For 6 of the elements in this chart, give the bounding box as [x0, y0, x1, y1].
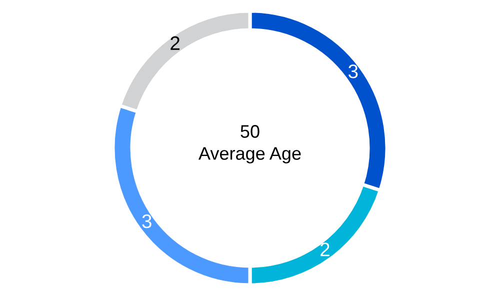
text: 50 [240, 125, 260, 138]
data-label: 3 [142, 214, 152, 228]
data-label: 2 [320, 242, 330, 256]
data-label: 3 [348, 64, 358, 78]
text: Average Age [198, 147, 301, 164]
data-label: 2 [170, 36, 180, 50]
